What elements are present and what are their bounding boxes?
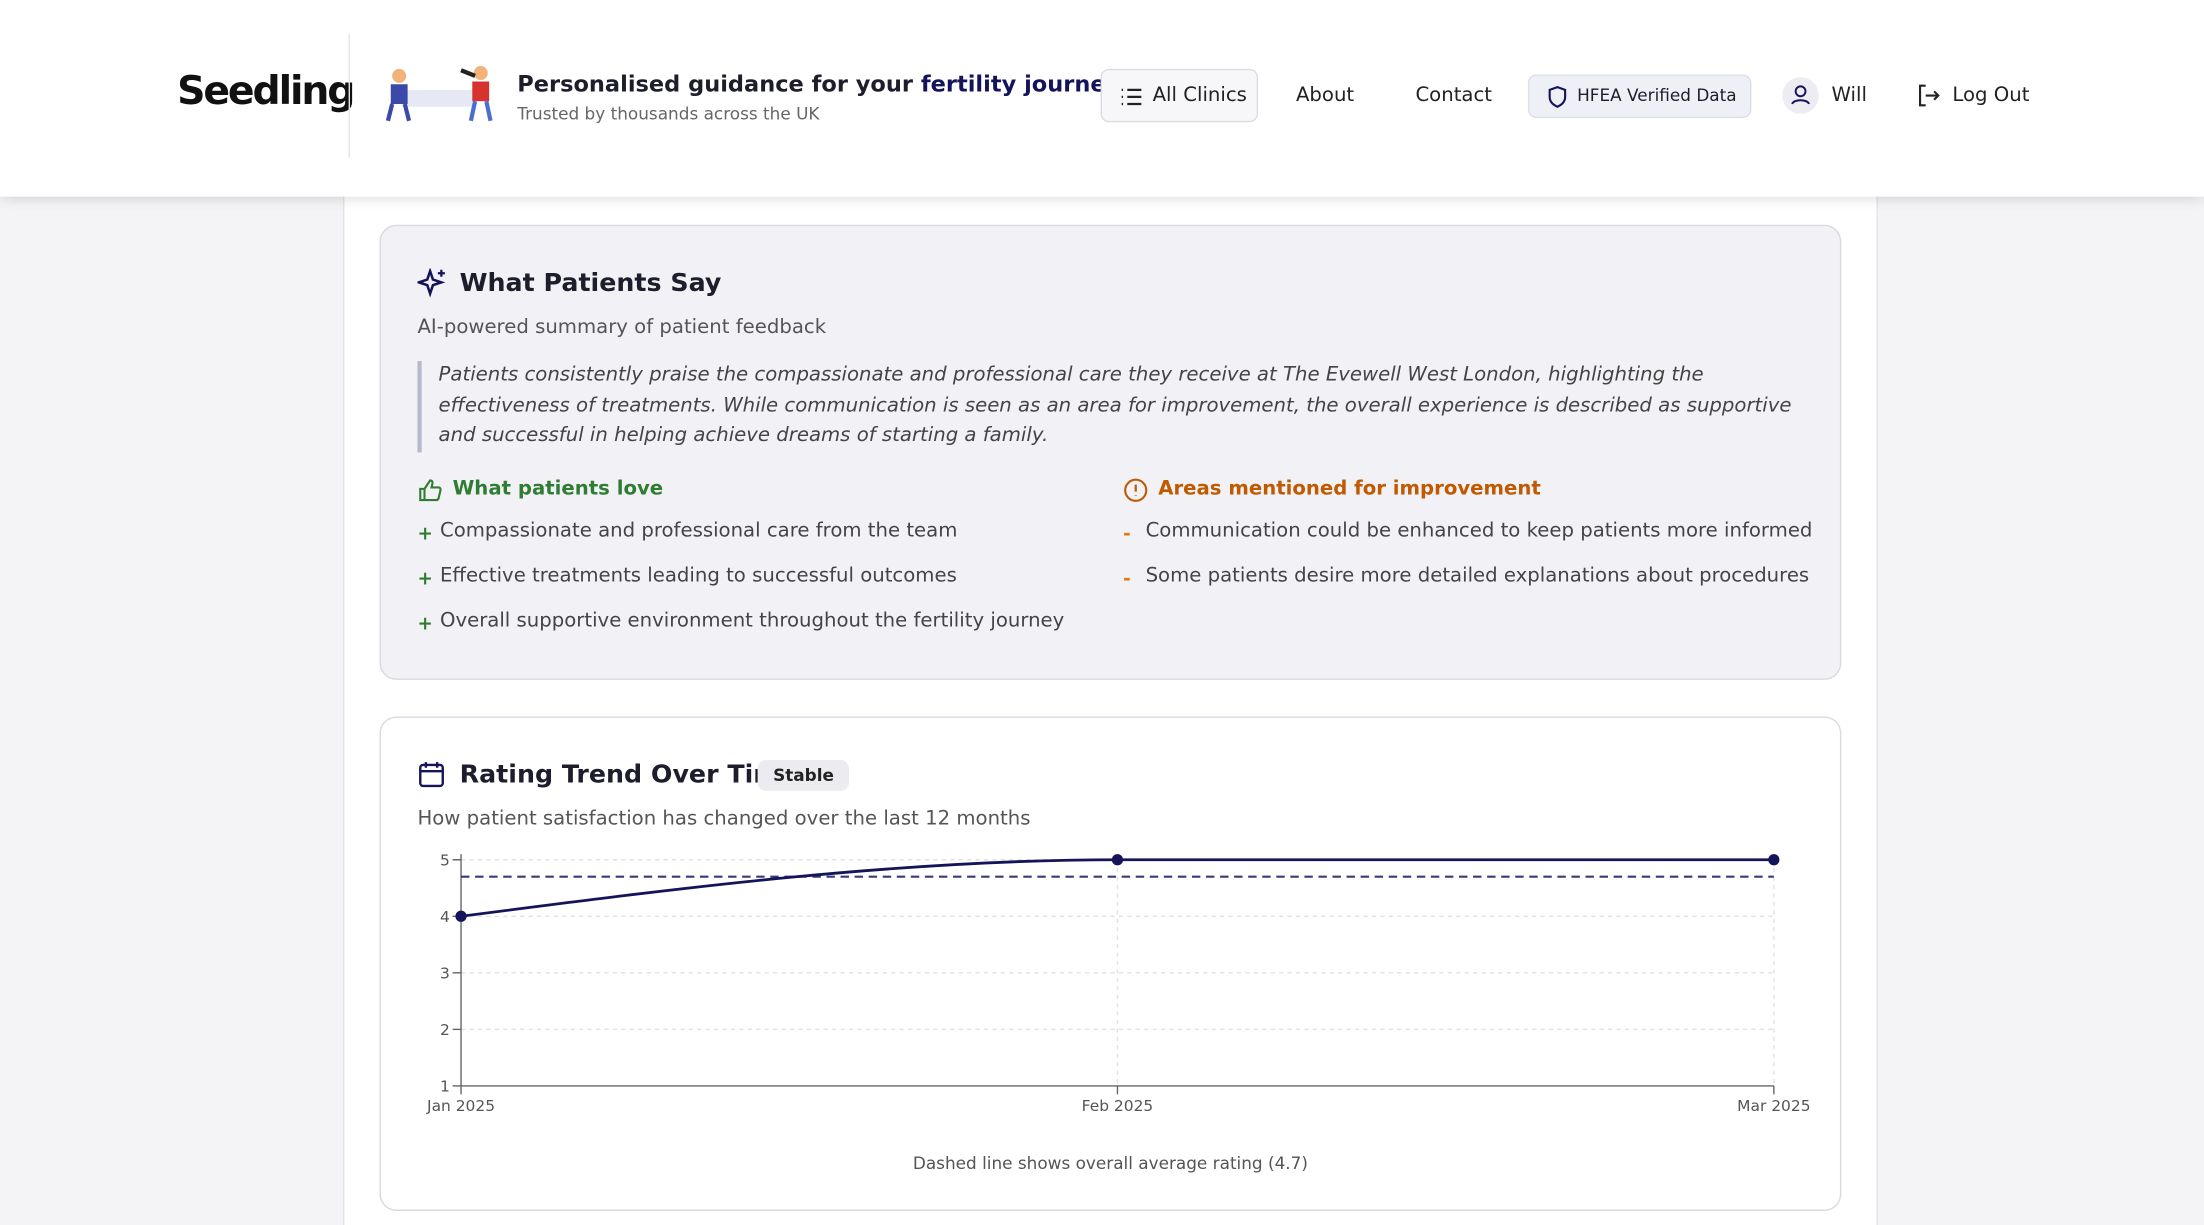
summary-title: What Patients Say <box>459 268 722 298</box>
list-item: Overall supportive environment throughou… <box>439 609 1065 633</box>
illustration <box>385 66 493 122</box>
sparkle-icon <box>417 268 446 298</box>
x-tick-label: Jan 2025 <box>426 1097 495 1115</box>
logo[interactable]: Seedling <box>177 67 355 114</box>
chart-note: Dashed line shows overall average rating… <box>913 1153 1308 1173</box>
summary-card: What Patients Say AI-powered summary of … <box>379 224 1842 680</box>
trend-subtitle: How patient satisfaction has changed ove… <box>417 807 1031 831</box>
nav-logout[interactable]: Log Out <box>1952 84 2030 107</box>
point <box>1111 854 1124 866</box>
list-item: Some patients desire more detailed expla… <box>1145 564 1810 588</box>
avatar[interactable] <box>1782 77 1819 114</box>
y-tick-label: 5 <box>440 851 450 869</box>
list-item: Effective treatments leading to successf… <box>439 564 957 588</box>
list-item: Communication could be enhanced to keep … <box>1145 519 1813 543</box>
thumb-icon <box>419 479 442 502</box>
point <box>1768 854 1780 866</box>
list-marker: - <box>1123 568 1131 591</box>
love-title: What patients love <box>452 477 664 501</box>
user-name[interactable]: Will <box>1831 84 1867 107</box>
tagline-lead: Personalised guidance for your <box>517 70 921 97</box>
list-marker: + <box>417 568 433 591</box>
summary-subtitle: AI-powered summary of patient feedback <box>417 316 827 339</box>
tagline-highlight: fertility journey <box>920 70 1121 97</box>
info-icon <box>1123 478 1148 509</box>
rating-chart: 1 2 3 4 5 Jan 2025 Feb 2025 Mar 2025 Dashed line… <box>426 851 1811 1173</box>
list-marker: + <box>417 523 433 546</box>
y-tick-label: 3 <box>440 964 450 982</box>
hfea-pill[interactable]: HFEA Verified Data <box>1527 74 1752 119</box>
trend-title: Rating Trend Over Time <box>459 759 797 790</box>
list-item: Compassionate and professional care from… <box>439 519 958 543</box>
list-marker: - <box>1123 523 1131 546</box>
nav-about[interactable]: About <box>1295 84 1355 107</box>
tagline: Personalised guidance for your fertility… <box>517 70 1120 97</box>
list-marker: + <box>417 613 433 635</box>
summary-quote: Patients consistently praise the compass… <box>417 361 1802 452</box>
header-subtitle: Trusted by thousands across the UK <box>517 103 820 124</box>
x-tick-label: Feb 2025 <box>1082 1097 1154 1115</box>
y-tick-label: 2 <box>440 1021 450 1039</box>
hfea-label: HFEA Verified Data <box>1577 85 1737 106</box>
x-tick-label: Mar 2025 <box>1737 1097 1810 1115</box>
calendar-icon <box>419 762 444 788</box>
header: Seedling Personalised guidance for your … <box>0 0 2204 197</box>
shield-icon <box>1548 85 1567 108</box>
point <box>455 910 467 922</box>
y-tick-label: 1 <box>440 1078 450 1096</box>
nav-contact[interactable]: Contact <box>1415 84 1493 107</box>
y-tick-label: 4 <box>440 908 450 926</box>
logout-icon <box>1918 84 1940 107</box>
divider <box>348 33 350 158</box>
improve-title: Areas mentioned for improvement <box>1158 477 1541 501</box>
nav-label: All Clinics <box>1152 84 1247 107</box>
trend-card: Rating Trend Over Time Stable How patien… <box>379 716 1842 1211</box>
trend-badge: Stable <box>757 759 850 791</box>
all-clinics-button[interactable]: All Clinics <box>1100 68 1259 123</box>
list-icon <box>1121 88 1142 106</box>
